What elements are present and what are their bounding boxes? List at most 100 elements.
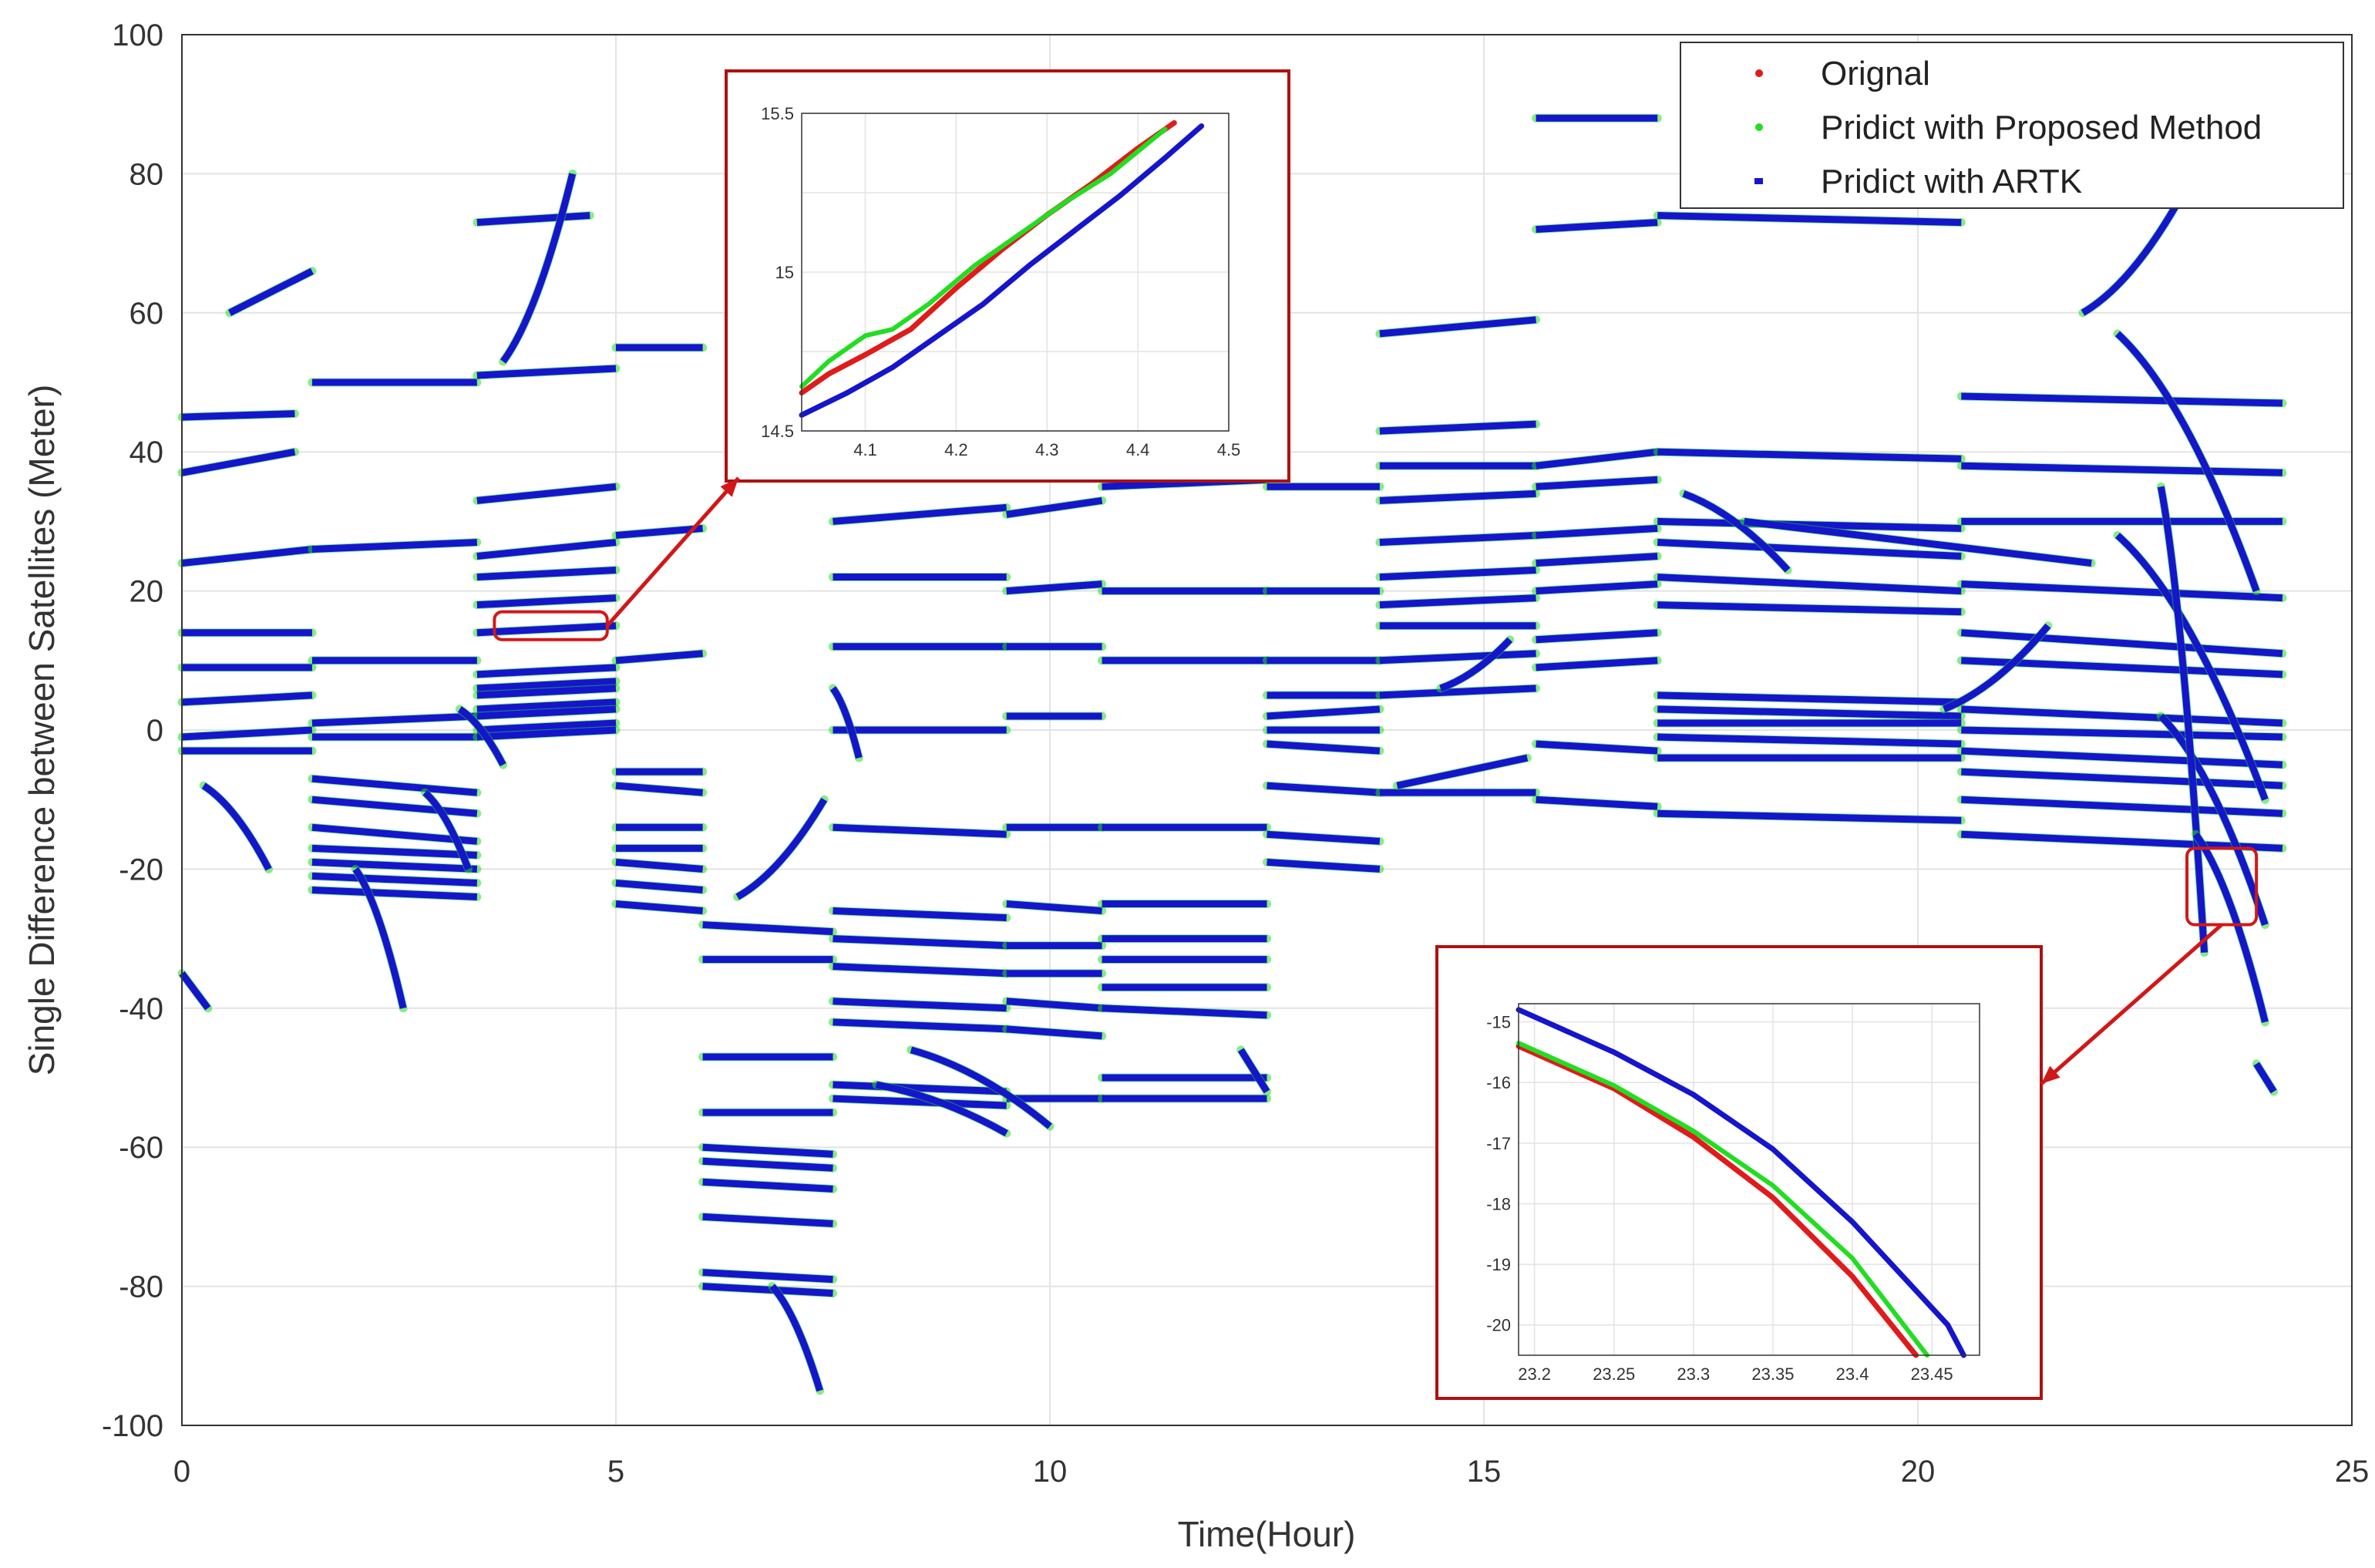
inset-original-line — [799, 119, 1177, 396]
x-tick-label: 20 — [1901, 1455, 1936, 1489]
inset-x-tick-label: 4.2 — [944, 440, 968, 459]
artk-arc — [1657, 538, 1962, 560]
artk-arc — [615, 858, 703, 873]
artk-arc — [1379, 650, 1536, 665]
artk-arc — [833, 963, 1007, 977]
artk-arc — [2253, 1062, 2277, 1094]
artk-arc — [311, 796, 478, 817]
artk-arc — [702, 1269, 833, 1284]
artk-arc — [1379, 567, 1536, 581]
y-tick-label: 80 — [130, 157, 164, 191]
artk-arc — [311, 844, 478, 859]
artk-arc — [833, 823, 1007, 838]
artk-arc — [1961, 629, 2283, 658]
artk-arc — [833, 998, 1007, 1012]
artk-arc — [1379, 531, 1536, 546]
artk-arc — [181, 691, 313, 706]
artk-arc — [422, 789, 472, 870]
inset-y-tick-label: -15 — [1486, 1013, 1511, 1032]
legend-box — [1680, 42, 2344, 209]
artk-arc — [1961, 768, 2283, 789]
inset-x-tick-label: 4.5 — [1217, 440, 1241, 459]
legend-marker-proposed — [1755, 123, 1763, 131]
artk-arc — [833, 1095, 1007, 1109]
artk-arc — [1657, 574, 1962, 595]
artk-arc — [1379, 420, 1536, 435]
y-tick-label: 60 — [130, 297, 164, 331]
artk-arc — [1961, 462, 2283, 476]
artk-arc — [1961, 747, 2283, 769]
y-tick-label: 40 — [130, 436, 164, 469]
artk-arc — [1102, 1004, 1267, 1019]
artk-arc — [1379, 316, 1536, 338]
artk-arc — [1536, 657, 1658, 671]
artk-arc — [702, 1213, 833, 1227]
artk-arc — [500, 173, 577, 364]
inset-y-tick-label: -19 — [1486, 1255, 1511, 1274]
artk-arc — [1379, 490, 1536, 504]
inset-x-tick-label: 23.2 — [1518, 1364, 1551, 1384]
artk-arc — [476, 212, 590, 227]
x-tick-label: 25 — [2335, 1455, 2370, 1489]
artk-arc — [702, 1178, 833, 1193]
x-axis-ticks: 0 5 10 15 20 25 — [173, 1455, 2369, 1489]
inset-x-tick-label: 23.35 — [1751, 1364, 1794, 1384]
inset-y-tick-label: 14.5 — [761, 422, 794, 441]
artk-arc — [833, 1081, 1007, 1095]
y-tick-label: -20 — [119, 853, 163, 887]
artk-arc — [1536, 580, 1658, 595]
artk-arc — [1006, 998, 1102, 1012]
artk-arc — [735, 797, 828, 900]
artk-arc — [833, 907, 1007, 922]
artk-arc — [1536, 448, 1658, 469]
artk-arc — [1267, 705, 1381, 720]
artk-arc — [910, 1046, 1052, 1129]
arrow-left — [605, 476, 740, 628]
artk-arc — [179, 971, 211, 1011]
artk-arc — [476, 483, 617, 504]
artk-arc — [1657, 705, 1962, 720]
inset-axes-frame — [1518, 1003, 1980, 1356]
x-tick-label: 10 — [1033, 1455, 1068, 1489]
artk-arc — [1006, 580, 1102, 595]
artk-arc — [615, 900, 703, 915]
artk-arc — [1379, 685, 1536, 699]
artk-arc — [311, 775, 478, 796]
y-tick-label: 20 — [130, 575, 164, 609]
arrow-left-head — [720, 478, 738, 497]
inset-x-tick-label: 4.1 — [853, 440, 877, 459]
artk-arc — [476, 705, 617, 720]
artk-arc — [476, 567, 617, 581]
artk-arc — [201, 782, 272, 871]
artk-arc — [1396, 754, 1529, 789]
artk-arc — [702, 1157, 833, 1172]
y-tick-label: 100 — [112, 19, 163, 52]
artk-arc — [457, 706, 506, 767]
artk-arc — [1237, 1048, 1270, 1094]
artk-arc — [1657, 601, 1962, 616]
artk-arc — [476, 685, 617, 699]
artk-arc — [702, 1283, 833, 1297]
artk-arc — [311, 886, 478, 900]
x-tick-label: 15 — [1467, 1455, 1502, 1489]
y-tick-label: -60 — [119, 1131, 163, 1165]
artk-arc — [833, 503, 1008, 525]
y-tick-label: -100 — [102, 1409, 163, 1443]
artk-arc — [615, 879, 703, 893]
x-tick-label: 0 — [173, 1455, 190, 1489]
artk-arc — [311, 858, 478, 873]
artk-arc — [1536, 476, 1658, 490]
legend-label-original: Orignal — [1821, 55, 1930, 93]
artk-arc — [1267, 858, 1381, 873]
highlight-box-right — [2185, 846, 2259, 927]
artk-arc — [476, 664, 617, 678]
artk-arc — [1682, 490, 1791, 573]
artk-arc — [1267, 830, 1381, 845]
artk-arc — [311, 538, 478, 553]
inset-right: 23.2 23.25 23.3 23.35 23.4 23.45 -15 -16 -17 -18 -… — [1435, 945, 2043, 1400]
artk-arc — [1536, 796, 1658, 810]
inset-y-tick-label: -16 — [1486, 1073, 1511, 1092]
arrow-right — [2040, 923, 2223, 1085]
artk-arc — [875, 1081, 1008, 1137]
y-tick-label: 0 — [146, 714, 163, 748]
